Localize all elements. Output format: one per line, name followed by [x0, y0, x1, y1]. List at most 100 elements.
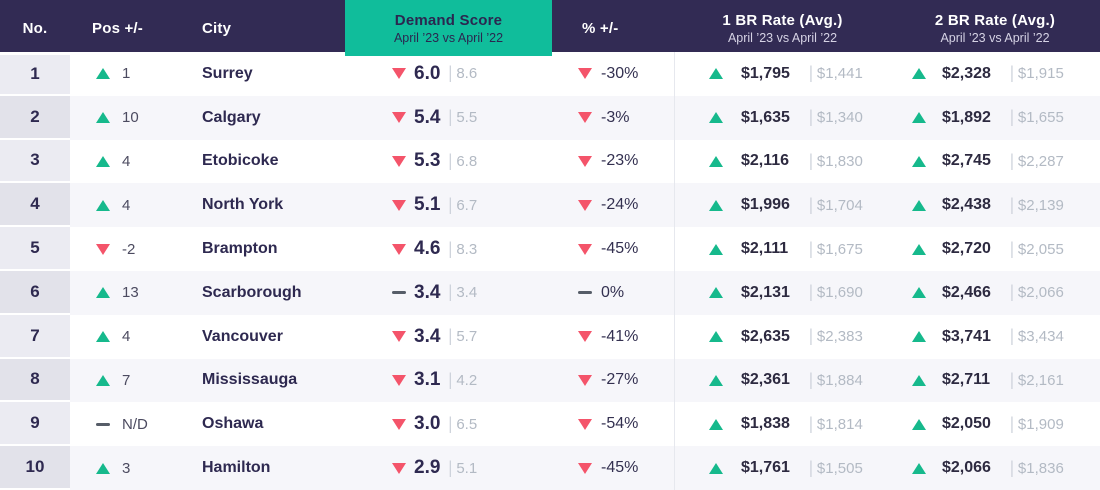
header-cell-no: No. — [22, 19, 48, 37]
percent-change-cell: -41% — [552, 314, 675, 359]
percent-change-value: 0% — [601, 283, 625, 301]
demand-score-current: 5.1 — [414, 194, 441, 216]
city-name: Hamilton — [202, 459, 271, 477]
up-triangle-icon — [709, 243, 723, 255]
separator-bar: | — [809, 195, 813, 216]
up-triangle-icon — [912, 374, 926, 386]
up-triangle-icon — [912, 243, 926, 255]
up-triangle-icon — [912, 462, 926, 474]
separator-bar: | — [448, 370, 453, 391]
row-number: 9 — [0, 402, 70, 447]
position-change-value: 4 — [122, 152, 131, 170]
2br-rate-previous-group: | $2,161 — [1010, 371, 1064, 391]
separator-bar: | — [809, 414, 813, 435]
demand-score-title: Demand Score — [394, 11, 503, 29]
separator-bar: | — [1010, 64, 1014, 84]
2br-rate-previous-group: | $2,055 — [1010, 239, 1064, 259]
separator-bar: | — [809, 239, 813, 259]
up-triangle-icon — [912, 155, 926, 167]
2br-rate-previous: $1,909 — [1017, 415, 1064, 433]
up-triangle-icon — [912, 331, 926, 343]
up-triangle-icon — [709, 462, 723, 474]
percent-change-value: -27% — [601, 371, 639, 389]
1br-rate-current: $2,131 — [741, 283, 790, 301]
1br-rate-current: $1,635 — [741, 108, 790, 126]
1br-rate-current: $1,795 — [741, 64, 790, 82]
separator-bar: | — [809, 107, 813, 128]
up-triangle-icon — [912, 287, 926, 299]
up-triangle-icon — [96, 199, 110, 211]
demand-score-cell: 3.4 | 3.4 — [345, 271, 552, 315]
2br-rate-current: $2,438 — [942, 196, 991, 214]
2br-rate-previous: $2,161 — [1017, 371, 1064, 389]
demand-score-previous-group: | 5.1 — [448, 458, 477, 478]
1br-rate-cell: $2,635 | $2,383 — [675, 315, 890, 359]
2br-rate-current: $2,711 — [942, 371, 991, 389]
down-triangle-icon — [392, 199, 406, 211]
1br-rate-cell: $1,996 | $1,704 — [675, 183, 890, 227]
header-cell-1br-rate: 1 BR Rate (Avg.) April ’23 vs April ’22 — [675, 0, 890, 56]
up-triangle-icon — [912, 112, 926, 124]
separator-bar: | — [448, 107, 453, 128]
percent-change-value: -30% — [601, 64, 639, 82]
demand-score-previous: 3.4 — [456, 284, 478, 302]
2br-rate-cell: $2,066 | $1,836 — [890, 446, 1100, 490]
city-name: Surrey — [202, 64, 253, 82]
demand-score-current: 5.3 — [414, 150, 441, 172]
1br-rate-previous-group: | $1,505 — [809, 458, 863, 478]
city-name: Scarborough — [202, 283, 302, 301]
row-number: 1 — [0, 52, 70, 96]
2br-rate-current: $2,328 — [942, 64, 991, 82]
1br-rate-cell: $2,361 | $1,884 — [675, 359, 890, 403]
up-triangle-icon — [96, 331, 110, 343]
demand-score-previous: 5.5 — [456, 109, 478, 127]
up-triangle-icon — [96, 112, 110, 124]
demand-score-cell: 2.9 | 5.1 — [345, 446, 552, 490]
percent-change-value: -24% — [601, 196, 639, 214]
demand-score-previous: 8.6 — [456, 65, 478, 83]
flat-dash-icon — [392, 291, 406, 295]
1br-rate-previous: $2,383 — [816, 328, 863, 346]
table-row: 8 7 Mississauga 3.1 | 4.2 -27% $2,361 — [0, 358, 1100, 403]
separator-bar: | — [809, 326, 813, 347]
1br-rate-cell: $2,131 | $1,690 — [675, 271, 890, 315]
separator-bar: | — [809, 283, 813, 303]
1br-rate-current: $2,116 — [741, 152, 790, 170]
demand-score-previous: 8.3 — [456, 240, 478, 258]
position-change-value: 3 — [122, 459, 131, 477]
2br-rate-previous: $1,655 — [1017, 109, 1064, 127]
percent-change-cell: -24% — [552, 183, 675, 228]
down-triangle-icon — [96, 243, 110, 255]
row-number: 4 — [0, 183, 70, 228]
2br-rate-previous: $1,836 — [1017, 459, 1064, 477]
down-triangle-icon — [578, 68, 592, 80]
separator-bar: | — [448, 64, 453, 84]
2br-rate-previous: $2,287 — [1017, 152, 1064, 170]
down-triangle-icon — [392, 68, 406, 80]
1br-rate-cell: $2,111 | $1,675 — [675, 227, 890, 271]
position-change-value: -2 — [122, 240, 136, 258]
up-triangle-icon — [709, 418, 723, 430]
1br-rate-previous: $1,441 — [816, 65, 863, 83]
2br-rate-previous-group: | $2,287 — [1010, 151, 1064, 172]
separator-bar: | — [1010, 151, 1014, 172]
2br-rate-current: $3,741 — [942, 327, 991, 345]
position-change-cell: 3 — [70, 446, 200, 490]
2br-rate-current: $2,050 — [942, 415, 991, 433]
city-name: Oshawa — [202, 415, 264, 433]
demand-score-cell: 5.3 | 6.8 — [345, 140, 552, 184]
demand-score-previous-group: | 6.5 — [448, 414, 477, 434]
1br-rate-previous-group: | $1,340 — [809, 107, 863, 128]
position-change-value: 10 — [122, 109, 139, 127]
separator-bar: | — [1010, 239, 1014, 259]
up-triangle-icon — [96, 287, 110, 299]
up-triangle-icon — [709, 331, 723, 343]
percent-change-cell: -30% — [552, 52, 675, 96]
1br-rate-previous: $1,340 — [816, 109, 863, 127]
demand-score-previous-group: | 4.2 — [448, 370, 477, 391]
2br-rate-previous: $3,434 — [1017, 328, 1064, 346]
1br-rate-previous-group: | $1,830 — [809, 152, 863, 172]
1br-rate-current: $1,838 — [741, 415, 790, 433]
demand-score-subtitle: April ’23 vs April ’22 — [393, 30, 504, 45]
2br-rate-previous-group: | $2,066 — [1010, 283, 1064, 303]
